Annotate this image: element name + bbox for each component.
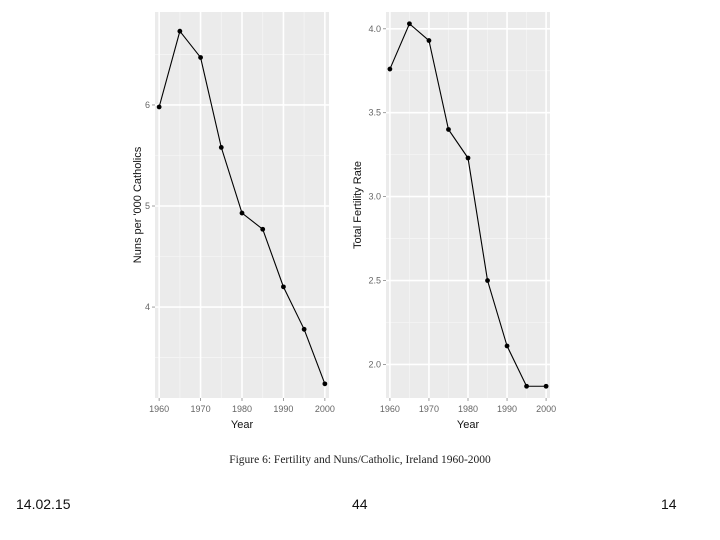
y-tick-label: 4.0 — [368, 24, 381, 34]
x-axis-title: Year — [231, 419, 254, 431]
x-tick-label: 1980 — [458, 404, 478, 414]
data-point — [543, 383, 549, 389]
x-tick-label: 2000 — [315, 404, 335, 414]
x-tick-label: 1990 — [273, 404, 293, 414]
y-tick-label: 2.0 — [368, 359, 381, 369]
x-tick-label: 1980 — [232, 404, 252, 414]
data-point — [322, 381, 328, 387]
data-point — [281, 284, 286, 290]
data-point — [301, 326, 307, 332]
data-point — [446, 127, 451, 132]
data-point — [177, 28, 183, 34]
y-axis-title: Nuns per '000 Catholics — [132, 146, 144, 263]
x-tick-label: 1970 — [191, 404, 211, 414]
data-point — [504, 343, 510, 349]
y-tick-label: 6 — [145, 100, 150, 110]
data-point — [156, 104, 162, 110]
figure-caption: Figure 6: Fertility and Nuns/Catholic, I… — [229, 454, 491, 466]
x-tick-label: 1990 — [497, 404, 517, 414]
y-axis-title: Total Fertility Rate — [352, 161, 364, 249]
y-tick-label: 3.5 — [368, 108, 381, 118]
x-tick-label: 1960 — [149, 404, 169, 414]
x-tick-label: 1970 — [419, 404, 439, 414]
x-axis-title: Year — [457, 419, 480, 431]
footer-date: 14.02.15 — [16, 496, 71, 512]
data-point — [465, 155, 471, 161]
footer-page-number: 14 — [661, 496, 677, 512]
data-point — [260, 226, 266, 232]
chart-panel-2: 1960 1970 1980 1990 2000 2.0 2.5 3.0 3.5 4.0 Year T… — [352, 12, 556, 431]
data-point — [218, 145, 224, 150]
data-point — [426, 38, 432, 43]
data-point — [387, 66, 393, 72]
data-point — [524, 383, 529, 389]
x-tick-label: 1960 — [380, 404, 400, 414]
y-tick-label: 5 — [145, 201, 150, 211]
chart-panel-1: 1960 1970 1980 1990 2000 4 5 6 Year Nuns per '000… — [132, 12, 335, 431]
data-point — [198, 55, 203, 60]
data-point — [407, 21, 412, 27]
data-point — [239, 210, 245, 216]
y-tick-label: 3.0 — [368, 192, 381, 202]
data-point — [485, 278, 490, 283]
y-tick-label: 4 — [145, 302, 150, 312]
x-tick-label: 2000 — [536, 404, 556, 414]
footer-slide-number: 44 — [352, 496, 368, 512]
y-tick-label: 2.5 — [368, 276, 381, 286]
